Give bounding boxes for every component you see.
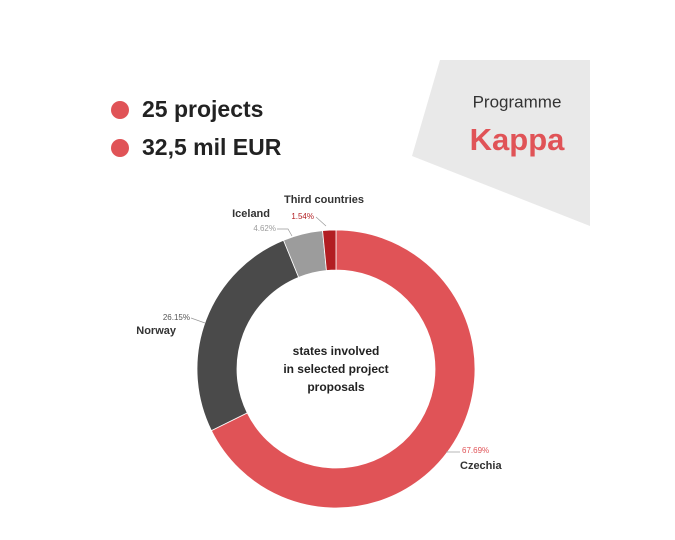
value-label: 67.69% — [462, 446, 489, 455]
category-label: Third countries — [284, 194, 364, 206]
leader-line — [277, 228, 293, 237]
bullet — [111, 139, 129, 157]
category-label: Czechia — [460, 460, 502, 472]
value-label: 1.54% — [291, 212, 314, 221]
programme-panel — [412, 60, 590, 226]
category-label: Iceland — [232, 208, 270, 220]
stat: 25 projects — [142, 96, 263, 122]
bullet — [111, 101, 129, 119]
leader-line — [315, 216, 327, 227]
category-label: Norway — [136, 325, 177, 337]
slice — [196, 239, 300, 432]
programme-name: Kappa — [470, 122, 566, 157]
leader-line — [190, 317, 206, 324]
stat: 32,5 mil EUR — [142, 134, 282, 160]
center-text: in selected project — [283, 362, 388, 376]
center-text: proposals — [307, 380, 365, 394]
slice — [322, 229, 337, 271]
value-label: 26.15% — [163, 313, 190, 322]
slice — [210, 229, 476, 509]
programme-label: Programme — [473, 92, 562, 111]
value-label: 4.62% — [253, 224, 276, 233]
center-text: states involved — [293, 344, 380, 358]
